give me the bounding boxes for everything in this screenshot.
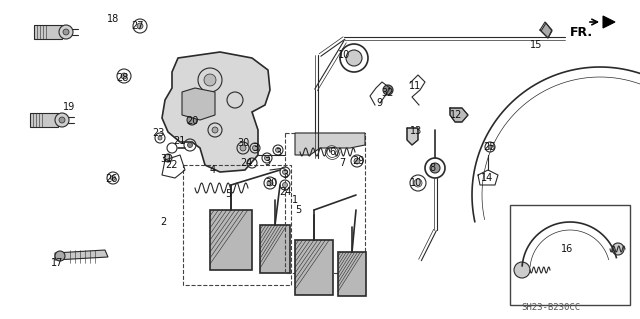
Circle shape	[55, 113, 69, 127]
Polygon shape	[162, 52, 270, 172]
Polygon shape	[541, 23, 552, 38]
Circle shape	[121, 73, 127, 79]
Circle shape	[514, 262, 530, 278]
Text: 11: 11	[409, 81, 421, 91]
Text: 18: 18	[107, 14, 119, 24]
Text: 10: 10	[410, 178, 422, 188]
Circle shape	[264, 155, 269, 160]
Circle shape	[212, 127, 218, 133]
Bar	[285, 133, 365, 273]
Circle shape	[282, 182, 287, 188]
Text: 19: 19	[63, 102, 75, 112]
Circle shape	[158, 136, 162, 140]
Bar	[183, 165, 291, 285]
Text: 29: 29	[352, 156, 364, 166]
Text: 12: 12	[450, 110, 462, 120]
Circle shape	[187, 115, 197, 125]
Polygon shape	[295, 133, 365, 155]
Text: 2: 2	[160, 217, 166, 227]
Text: 26: 26	[105, 174, 117, 184]
Text: 3: 3	[264, 157, 270, 167]
Text: 16: 16	[561, 244, 573, 254]
Circle shape	[430, 163, 440, 173]
Polygon shape	[210, 210, 252, 270]
Polygon shape	[55, 250, 108, 260]
Circle shape	[346, 50, 362, 66]
Polygon shape	[182, 88, 215, 120]
Text: 1: 1	[292, 195, 298, 205]
Circle shape	[612, 243, 624, 255]
Text: 8: 8	[429, 163, 435, 173]
Text: 23: 23	[152, 128, 164, 138]
Text: 25: 25	[484, 142, 496, 152]
Text: 10: 10	[338, 50, 350, 60]
Polygon shape	[407, 128, 418, 145]
Circle shape	[275, 147, 280, 152]
Text: 28: 28	[116, 73, 128, 83]
Text: 5: 5	[225, 189, 231, 199]
Text: 22: 22	[164, 160, 177, 170]
Text: 4: 4	[210, 165, 216, 175]
Text: 3: 3	[275, 148, 281, 158]
Text: 30: 30	[265, 178, 277, 188]
Circle shape	[282, 169, 287, 174]
Text: 3: 3	[252, 143, 258, 153]
Polygon shape	[30, 113, 58, 127]
Circle shape	[253, 145, 257, 151]
Circle shape	[59, 25, 73, 39]
Polygon shape	[34, 25, 62, 39]
Circle shape	[137, 23, 143, 29]
Circle shape	[55, 251, 65, 261]
Polygon shape	[450, 108, 468, 122]
Circle shape	[383, 85, 393, 95]
Text: 31: 31	[160, 154, 172, 164]
Polygon shape	[603, 16, 615, 28]
Text: 17: 17	[51, 258, 63, 268]
Text: 20: 20	[186, 116, 198, 126]
Text: 27: 27	[132, 21, 144, 31]
Polygon shape	[338, 252, 366, 296]
Text: FR.: FR.	[570, 26, 593, 39]
Circle shape	[164, 154, 172, 162]
Text: 24: 24	[279, 187, 291, 197]
Circle shape	[354, 158, 360, 164]
Bar	[510, 205, 630, 305]
Text: 21: 21	[173, 136, 185, 146]
Text: 14: 14	[481, 173, 493, 183]
Text: 13: 13	[410, 126, 422, 136]
Circle shape	[63, 29, 69, 35]
Text: 3: 3	[282, 170, 288, 180]
Circle shape	[267, 180, 273, 186]
Circle shape	[414, 179, 422, 187]
Circle shape	[240, 145, 246, 151]
Text: 9: 9	[376, 98, 382, 108]
Circle shape	[488, 145, 492, 149]
Text: 24: 24	[240, 158, 252, 168]
Polygon shape	[260, 225, 290, 273]
Circle shape	[111, 175, 115, 181]
Circle shape	[188, 143, 193, 147]
Text: 32: 32	[382, 88, 394, 98]
Text: SH23-B230CC: SH23-B230CC	[521, 303, 580, 312]
Text: 6: 6	[329, 147, 335, 157]
Text: 30: 30	[237, 138, 249, 148]
Polygon shape	[295, 240, 333, 295]
Circle shape	[59, 117, 65, 123]
Text: 5: 5	[295, 205, 301, 215]
Circle shape	[204, 74, 216, 86]
Text: 15: 15	[530, 40, 542, 50]
Text: 7: 7	[339, 158, 345, 168]
